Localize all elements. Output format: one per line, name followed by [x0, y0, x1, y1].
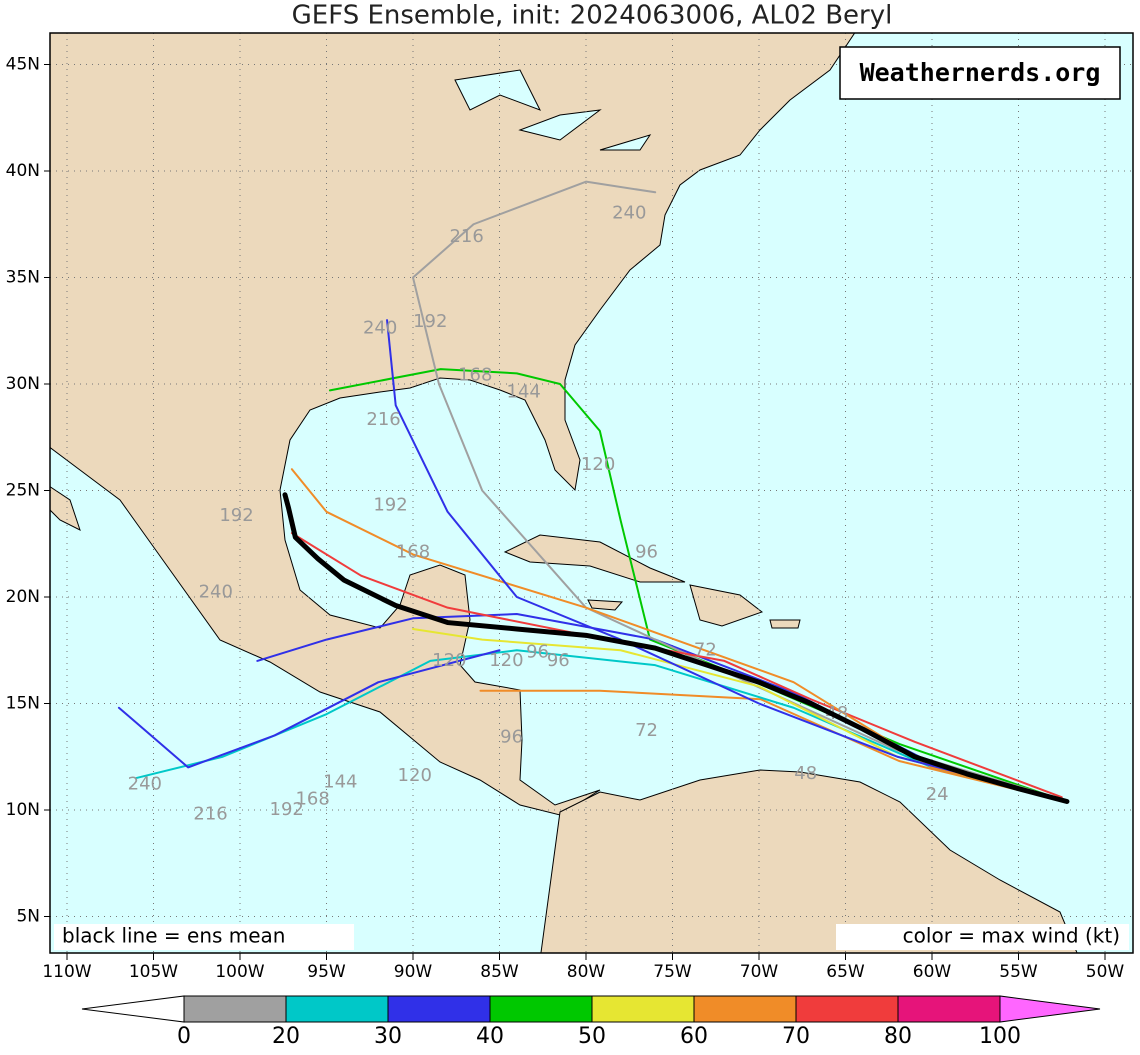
hour-label: 168	[458, 364, 492, 385]
north-america	[50, 33, 856, 816]
colorbar-under	[81, 995, 185, 1023]
puerto-rico	[769, 619, 801, 629]
hour-label: 120	[489, 650, 523, 671]
hour-label: 96	[500, 727, 523, 748]
title: GEFS Ensemble, init: 2024063006, AL02 Be…	[292, 1, 893, 31]
hour-label: 168	[295, 788, 329, 809]
hour-label: 48	[794, 763, 817, 784]
lat-tick-label: 35N	[6, 268, 40, 288]
lon-tick-label: 110W	[42, 962, 91, 982]
hour-label: 216	[366, 409, 400, 430]
hour-label: 24	[926, 784, 949, 805]
colorbar-tick-label: 0	[177, 1024, 191, 1049]
lon-tick-label: 55W	[999, 962, 1038, 982]
colorbar-over	[999, 995, 1101, 1023]
colorbar-tick-label: 20	[272, 1024, 300, 1049]
hour-label: 96	[526, 641, 549, 662]
lat-tick-label: 25N	[6, 481, 40, 501]
colorbar-tick-label: 50	[578, 1024, 606, 1049]
note-box	[54, 924, 354, 950]
lat-tick-label: 20N	[6, 587, 40, 607]
note-right: color = max wind (kt)	[903, 924, 1120, 948]
cuba	[503, 534, 686, 583]
colorbar-tick-label: 100	[979, 1024, 1021, 1049]
baja	[50, 486, 81, 531]
colorbar-bin	[795, 995, 899, 1023]
hour-label: 120	[398, 765, 432, 786]
hour-label: 168	[396, 541, 430, 562]
lon-tick-label: 105W	[129, 962, 178, 982]
hispaniola	[689, 584, 764, 627]
lon-tick-label: 90W	[394, 962, 433, 982]
lat-tick-label: 15N	[6, 694, 40, 714]
lon-tick-label: 100W	[215, 962, 264, 982]
hour-label: 192	[270, 799, 304, 820]
colorbar-tick-label: 80	[884, 1024, 912, 1049]
lat-tick-label: 5N	[16, 907, 40, 927]
colorbar-tick-label: 60	[680, 1024, 708, 1049]
hour-label: 216	[193, 803, 227, 824]
watermark: Weathernerds.org	[860, 58, 1101, 87]
hour-label: 192	[373, 494, 407, 515]
note-box	[836, 924, 1129, 950]
hour-label: 240	[612, 203, 646, 224]
hour-label: 216	[449, 226, 483, 247]
hour-label: 96	[547, 650, 570, 671]
hour-label: 144	[507, 382, 541, 403]
hour-label: 192	[219, 505, 253, 526]
grid	[50, 33, 1133, 953]
lat-tick-label: 40N	[6, 161, 40, 181]
hour-label: 240	[128, 773, 162, 794]
member-track	[117, 649, 501, 769]
hour-label: 240	[363, 318, 397, 339]
jamaica	[587, 599, 624, 611]
lon-tick-label: 75W	[653, 962, 692, 982]
member-track	[479, 689, 1067, 803]
great-lakes	[454, 69, 652, 151]
mean-track	[282, 492, 1070, 804]
colorbar-bin	[387, 995, 491, 1023]
watermark-box	[839, 46, 1121, 100]
colorbar-tick-label: 40	[476, 1024, 504, 1049]
colorbar-bin	[591, 995, 695, 1023]
lon-tick-label: 60W	[913, 962, 952, 982]
hour-label: 72	[635, 720, 658, 741]
colorbar-bin	[285, 995, 389, 1023]
colorbar-bin	[693, 995, 797, 1023]
colorbar: 0 20 30 40 50 60 70 80 100	[81, 995, 1101, 1049]
land	[50, 33, 1078, 953]
hour-label: 120	[432, 650, 466, 671]
member-track	[290, 468, 1063, 801]
hour-label: 72	[694, 639, 717, 660]
lat-tick-label: 45N	[6, 55, 40, 75]
lon-tick-label: 95W	[307, 962, 346, 982]
lat-tick-label: 10N	[6, 800, 40, 820]
note-left: black line = ens mean	[62, 924, 286, 948]
hour-label: 96	[635, 541, 658, 562]
colorbar-tick-label: 70	[782, 1024, 810, 1049]
lon-tick-label: 65W	[826, 962, 865, 982]
hour-label: 192	[413, 311, 447, 332]
south-america	[540, 769, 1078, 953]
hour-label: 144	[323, 771, 357, 792]
lat-tick-label: 30N	[6, 374, 40, 394]
lon-tick-label: 80W	[567, 962, 606, 982]
hour-label: 240	[199, 582, 233, 603]
member-track	[412, 180, 1063, 801]
lon-tick-label: 70W	[740, 962, 779, 982]
hour-label: 120	[581, 454, 615, 475]
lon-tick-label: 85W	[480, 962, 519, 982]
lon-tick-label: 50W	[1086, 962, 1125, 982]
map-frame	[49, 32, 1134, 954]
colorbar-bin	[897, 995, 1001, 1023]
member-track	[386, 319, 1063, 801]
colorbar-tick-label: 30	[374, 1024, 402, 1049]
colorbar-bin	[489, 995, 593, 1023]
colorbar-bin	[183, 995, 287, 1023]
